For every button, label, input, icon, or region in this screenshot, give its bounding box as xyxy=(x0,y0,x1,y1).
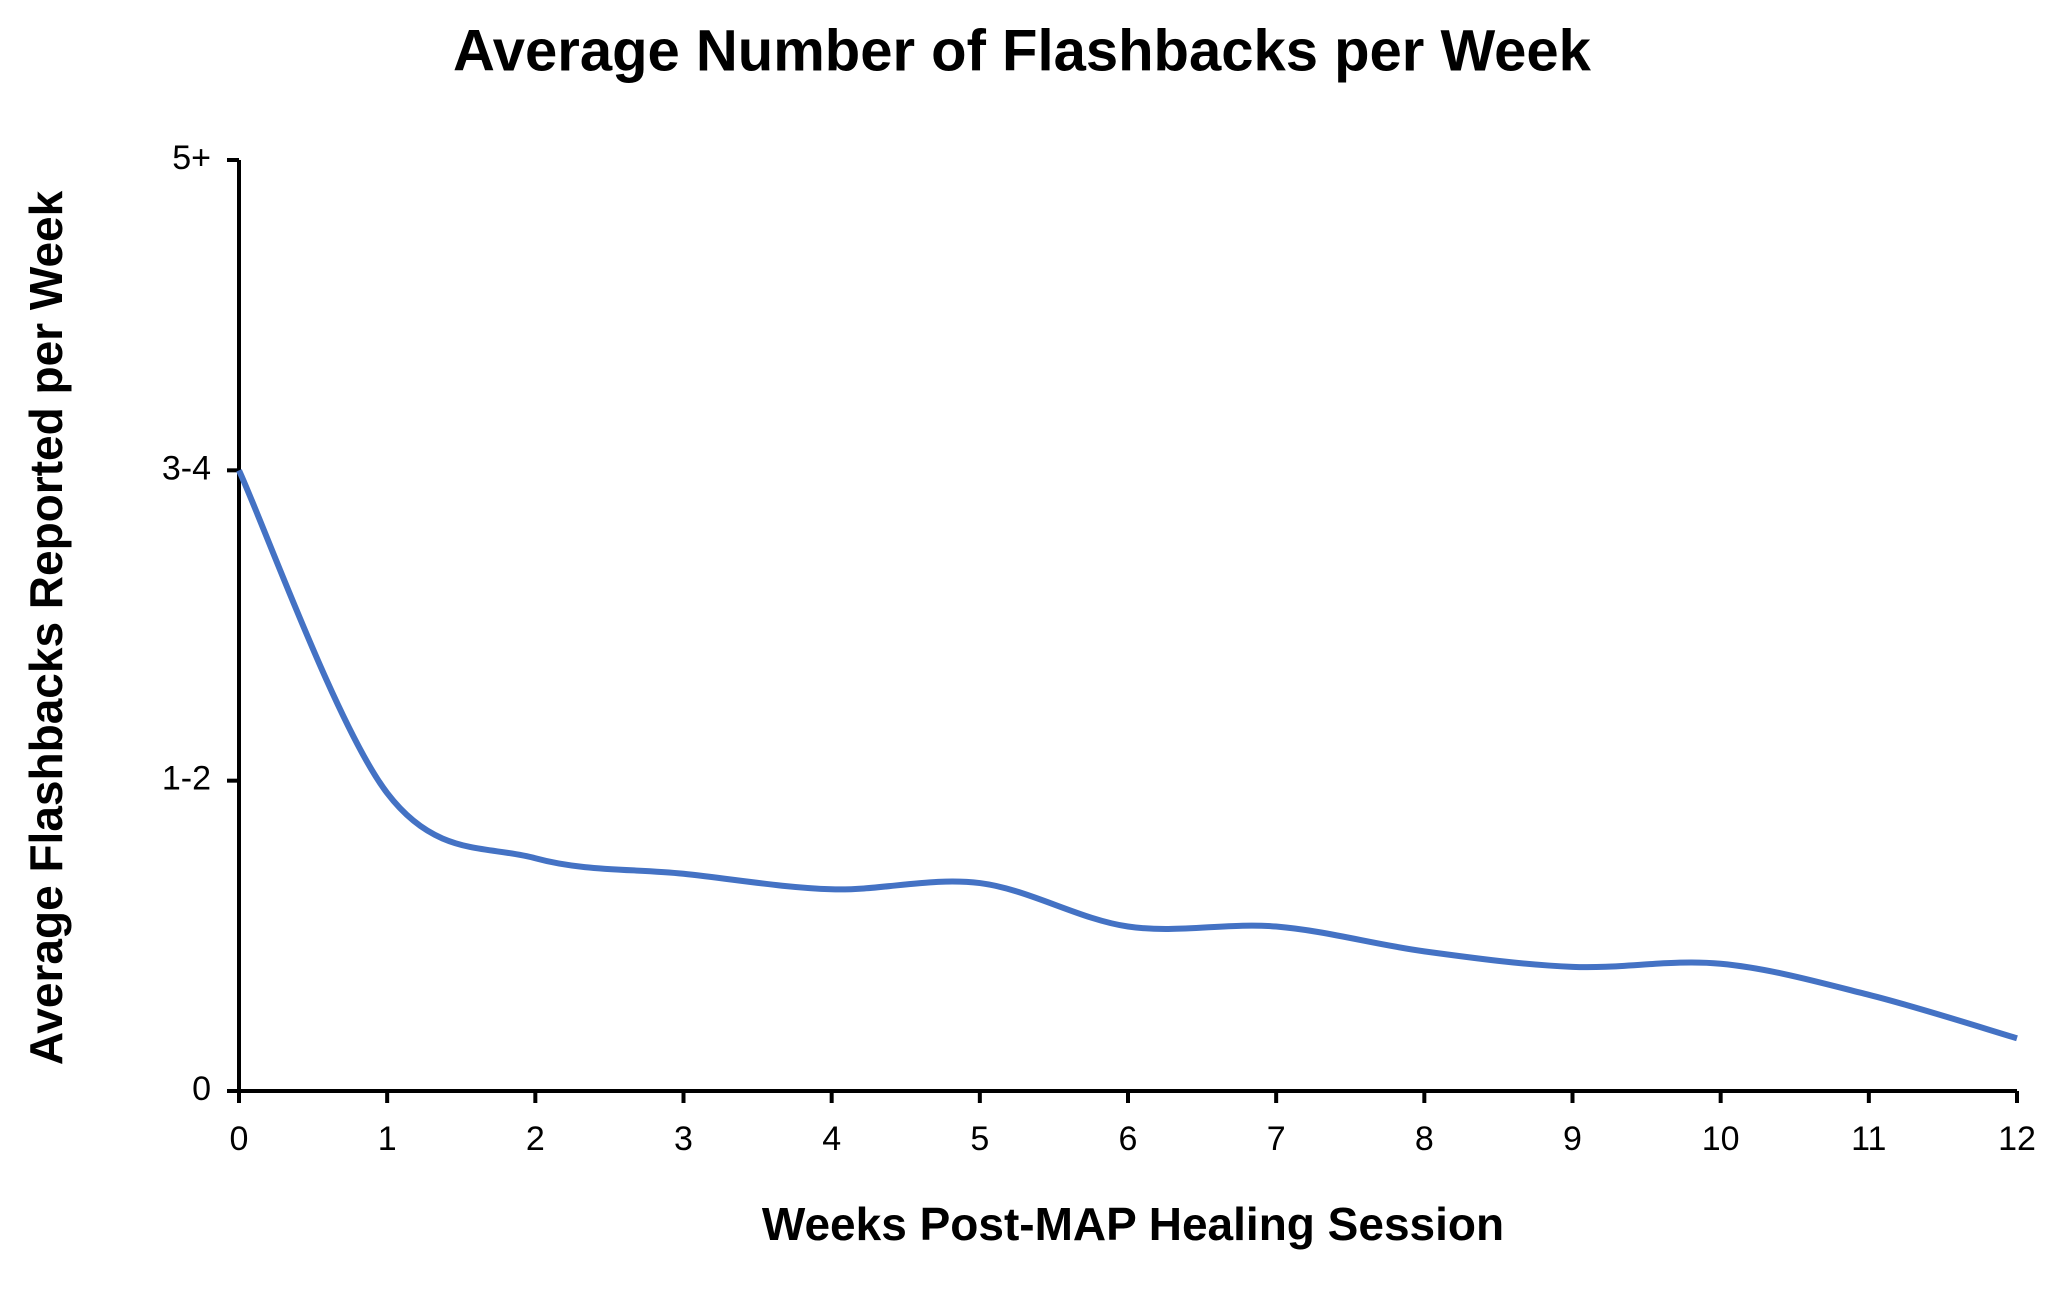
x-tick-label: 5 xyxy=(970,1120,989,1158)
x-tick-label: 7 xyxy=(1267,1120,1286,1158)
x-tick-label: 8 xyxy=(1415,1120,1434,1158)
y-axis-title: Average Flashbacks Reported per Week xyxy=(20,190,72,1065)
x-axis-title: Weeks Post-MAP Healing Session xyxy=(762,1198,1504,1250)
x-tick-label: 10 xyxy=(1702,1120,1740,1158)
data-line xyxy=(236,469,2018,1042)
x-tick-label: 1 xyxy=(378,1120,397,1158)
chart-title: Average Number of Flashbacks per Week xyxy=(453,18,1592,83)
y-tick-label: 5+ xyxy=(172,139,211,177)
x-tick-label: 2 xyxy=(526,1120,545,1158)
x-tick-label: 0 xyxy=(230,1120,249,1158)
y-tick-label: 0 xyxy=(192,1070,211,1108)
x-tick-label: 4 xyxy=(822,1120,841,1158)
x-tick-label: 9 xyxy=(1563,1120,1582,1158)
x-tick-label: 3 xyxy=(674,1120,693,1158)
y-tick-label: 3-4 xyxy=(162,449,211,487)
y-tick-label: 1-2 xyxy=(162,760,211,798)
x-tick-label: 6 xyxy=(1119,1120,1138,1158)
x-tick-label: 11 xyxy=(1851,1120,1886,1158)
x-tick-label: 12 xyxy=(1998,1120,2036,1158)
